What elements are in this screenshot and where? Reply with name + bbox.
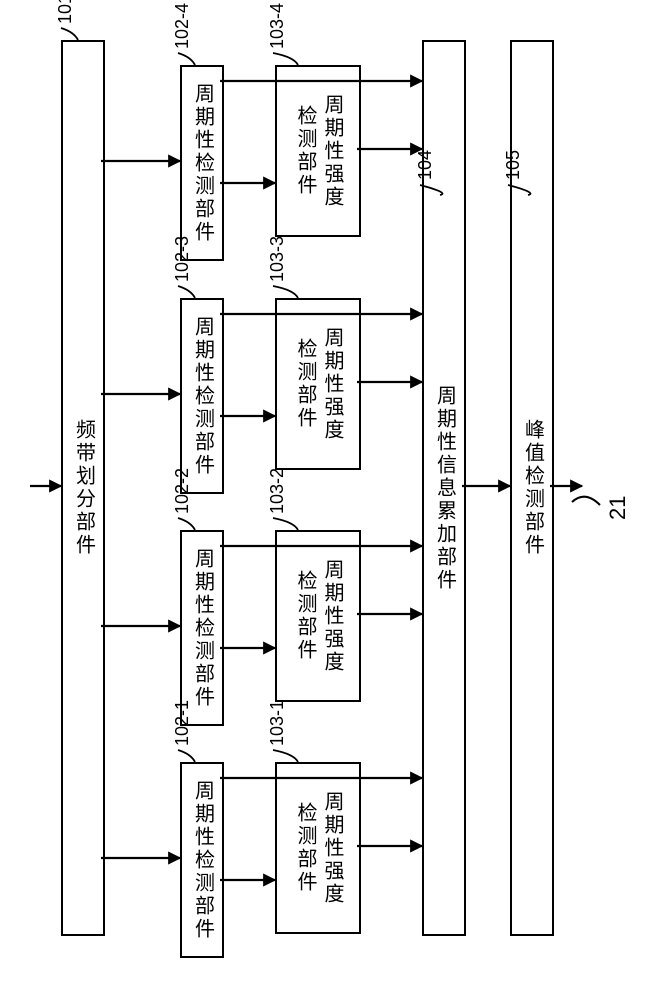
label-period-det-1: 周期性检测部件 (189, 780, 216, 941)
ref-102-1: 102-1 (172, 700, 193, 746)
box-period-det-3: 周期性检测部件 (180, 298, 224, 494)
ref-102-3: 102-3 (172, 236, 193, 282)
label-intensity-1: 周期性强度 检测部件 (291, 791, 345, 906)
box-intensity-1: 周期性强度 检测部件 (275, 762, 361, 934)
ref-103-2: 103-2 (267, 468, 288, 514)
ref-104: 104 (415, 150, 436, 180)
label-peak-detect: 峰值检测部件 (519, 419, 546, 557)
box-period-det-1: 周期性检测部件 (180, 762, 224, 958)
ref-103-4: 103-4 (267, 3, 288, 49)
ref-103-1: 103-1 (267, 700, 288, 746)
label-period-det-2: 周期性检测部件 (189, 548, 216, 709)
label-intensity-3: 周期性强度 检测部件 (291, 327, 345, 442)
ref-102-4: 102-4 (172, 3, 193, 49)
label-intensity-4: 周期性强度 检测部件 (291, 94, 345, 209)
box-band-divide: 频带划分部件 (61, 40, 105, 936)
label-band-divide: 频带划分部件 (70, 419, 97, 557)
box-period-det-4: 周期性检测部件 (180, 65, 224, 261)
label-intensity-2: 周期性强度 检测部件 (291, 559, 345, 674)
box-period-det-2: 周期性检测部件 (180, 530, 224, 726)
label-period-det-4: 周期性检测部件 (189, 83, 216, 244)
box-intensity-3: 周期性强度 检测部件 (275, 298, 361, 470)
ref-101: 101 (55, 0, 76, 24)
ref-21: 21 (605, 496, 631, 520)
label-accumulate: 周期性信息累加部件 (431, 385, 458, 592)
ref-105: 105 (503, 150, 524, 180)
box-intensity-4: 周期性强度 检测部件 (275, 65, 361, 237)
box-intensity-2: 周期性强度 检测部件 (275, 530, 361, 702)
label-period-det-3: 周期性检测部件 (189, 316, 216, 477)
ref-102-2: 102-2 (172, 468, 193, 514)
ref-103-3: 103-3 (267, 236, 288, 282)
